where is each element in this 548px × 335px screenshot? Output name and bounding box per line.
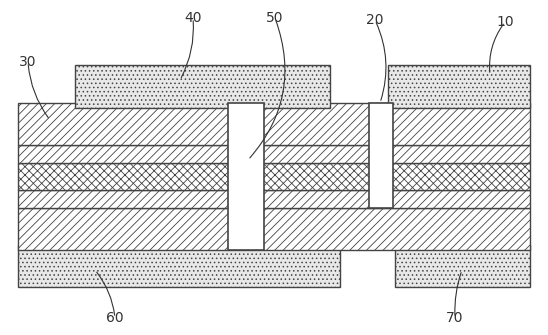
Bar [18, 208, 530, 250]
Bar [388, 65, 530, 108]
Bar [75, 65, 330, 108]
Text: 70: 70 [446, 311, 464, 325]
Text: 50: 50 [266, 11, 284, 25]
Bar [18, 163, 530, 190]
Bar [18, 145, 530, 163]
Bar [18, 245, 340, 287]
Bar [228, 103, 264, 250]
Bar [18, 190, 530, 208]
Bar [395, 245, 530, 287]
Text: 10: 10 [496, 15, 514, 29]
Text: 40: 40 [184, 11, 202, 25]
Bar [18, 103, 530, 145]
Text: 20: 20 [366, 13, 384, 27]
Text: 60: 60 [106, 311, 124, 325]
Text: 30: 30 [19, 55, 37, 69]
Bar [369, 103, 393, 208]
